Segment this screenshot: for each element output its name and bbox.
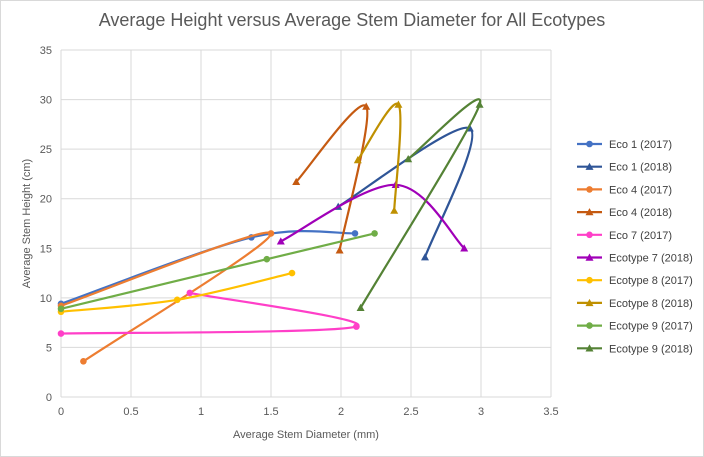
- data-point: [353, 323, 360, 330]
- data-point: [475, 100, 484, 108]
- series-line: [356, 102, 402, 211]
- y-tick-label: 10: [40, 293, 52, 305]
- x-axis-title: Average Stem Diameter (mm): [233, 429, 379, 441]
- x-tick-label: 2: [338, 406, 344, 418]
- legend-label: Eco 4 (2018): [609, 207, 672, 219]
- series-line: [60, 232, 375, 310]
- series-2: [334, 124, 474, 261]
- series-6: [276, 180, 469, 252]
- legend-item: Ecotype 7 (2018): [577, 253, 693, 265]
- data-point: [57, 305, 65, 313]
- x-tick-label: 0.5: [123, 406, 138, 418]
- legend-swatch-marker: [586, 140, 593, 148]
- gridlines: [60, 49, 552, 398]
- series-4: [292, 102, 371, 254]
- legend-item: Ecotype 9 (2017): [577, 321, 693, 333]
- legend-item: Eco 1 (2017): [577, 139, 672, 151]
- data-point: [263, 255, 271, 263]
- y-tick-label: 35: [40, 45, 52, 57]
- legend-label: Ecotype 9 (2018): [609, 343, 693, 355]
- data-point: [186, 289, 194, 297]
- legend-swatch-marker: [585, 253, 594, 261]
- series-9: [57, 230, 378, 313]
- y-tick-label: 15: [40, 243, 52, 255]
- series-5: [57, 289, 360, 337]
- chart-title: Average Height versus Average Stem Diame…: [98, 10, 606, 30]
- x-tick-label: 3: [478, 406, 484, 418]
- x-tick-label: 1: [198, 406, 204, 418]
- legend-item: Ecotype 8 (2017): [577, 275, 693, 287]
- legend-item: Eco 4 (2017): [577, 184, 672, 196]
- legend-label: Ecotype 7 (2018): [609, 253, 693, 265]
- y-axis-title: Average Stem Height (cm): [21, 159, 33, 288]
- data-point: [362, 102, 371, 110]
- legend-item: Eco 1 (2018): [577, 162, 672, 174]
- y-tick-label: 0: [46, 392, 52, 404]
- legend-swatch-marker: [585, 344, 594, 352]
- data-point: [80, 358, 87, 365]
- y-tick-label: 30: [40, 95, 52, 107]
- data-point: [460, 244, 469, 252]
- x-tick-label: 0: [58, 406, 64, 418]
- y-tick-label: 25: [40, 144, 52, 156]
- data-point: [356, 303, 365, 311]
- data-point: [335, 246, 344, 254]
- series-8: [353, 100, 403, 214]
- legend-label: Eco 7 (2017): [609, 230, 672, 242]
- legend-swatch-marker: [585, 208, 594, 216]
- data-point: [404, 155, 413, 163]
- data-point: [57, 330, 65, 337]
- data-point: [421, 253, 429, 261]
- axes: 0 5 10 15 20 25 30 35 0 0.5 1 1.5 2 2.5 3 3.5 Average St…: [21, 45, 559, 441]
- legend-swatch-marker: [585, 162, 594, 170]
- legend-swatch-marker: [586, 231, 593, 239]
- legend-swatch-marker: [585, 298, 594, 307]
- data-point: [371, 230, 378, 237]
- data-point: [394, 100, 403, 108]
- data-point: [292, 177, 301, 186]
- legend-swatch-marker: [586, 276, 593, 284]
- legend-label: Eco 1 (2017): [609, 139, 672, 151]
- data-point: [276, 237, 285, 245]
- data-point: [390, 206, 399, 214]
- legend-label: Eco 4 (2017): [609, 184, 672, 196]
- y-tick-label: 20: [40, 194, 52, 206]
- legend-label: Ecotype 8 (2017): [609, 275, 693, 287]
- data-point: [351, 230, 359, 237]
- series-7: [57, 269, 296, 316]
- series-10: [356, 98, 484, 311]
- y-tick-label: 5: [46, 342, 52, 354]
- data-point: [267, 230, 275, 237]
- series-line: [280, 183, 465, 250]
- legend-item: Eco 7 (2017): [577, 230, 672, 242]
- series-line: [359, 98, 482, 309]
- x-tick-label: 1.5: [263, 406, 278, 418]
- data-point: [288, 269, 296, 277]
- legend-label: Ecotype 8 (2018): [609, 298, 693, 310]
- legend-swatch-marker: [586, 322, 593, 329]
- data-point: [173, 296, 181, 304]
- legend-item: Ecotype 9 (2018): [577, 343, 693, 355]
- x-tick-label: 3.5: [543, 406, 558, 418]
- legend-item: Eco 4 (2018): [577, 207, 672, 219]
- legend-item: Ecotype 8 (2018): [577, 298, 693, 310]
- legend: Eco 1 (2017) Eco 1 (2018) Eco 4 (2017) Eco …: [577, 139, 693, 355]
- legend-swatch-marker: [586, 186, 593, 193]
- x-tick-label: 2.5: [403, 406, 418, 418]
- data-point: [353, 156, 362, 164]
- series-layer: [57, 98, 484, 365]
- legend-label: Eco 1 (2018): [609, 162, 672, 174]
- legend-label: Ecotype 9 (2017): [609, 321, 693, 333]
- series-line: [60, 231, 273, 363]
- series-line: [295, 104, 369, 251]
